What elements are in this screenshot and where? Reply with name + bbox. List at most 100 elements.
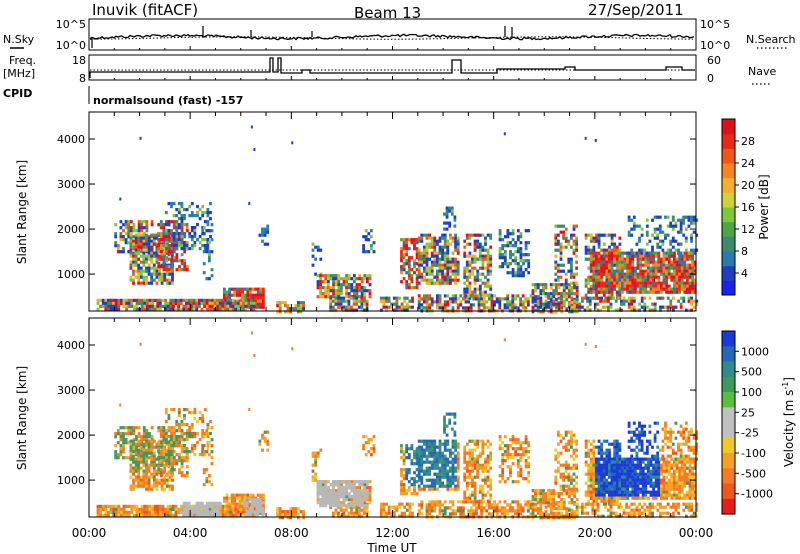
range-gate-cell bbox=[120, 298, 123, 302]
range-gate-cell bbox=[167, 444, 171, 448]
range-gate-cell bbox=[684, 239, 688, 243]
range-gate-cell bbox=[684, 215, 688, 219]
range-gate-cell bbox=[423, 487, 426, 491]
range-gate-cell bbox=[506, 265, 510, 269]
range-gate-cell bbox=[350, 511, 353, 515]
range-gate-cell bbox=[436, 303, 439, 307]
range-gate-cell bbox=[122, 441, 125, 445]
range-gate-cell bbox=[639, 254, 642, 258]
range-gate-cell bbox=[201, 435, 205, 439]
range-gate-cell bbox=[364, 238, 368, 242]
range-gate-cell bbox=[116, 432, 120, 436]
power-colorbar-label: Power [dB] bbox=[757, 174, 771, 239]
range-gate-cell bbox=[329, 302, 333, 306]
range-gate-cell bbox=[482, 509, 486, 513]
range-gate-cell bbox=[542, 289, 545, 293]
range-gate-cell bbox=[239, 504, 243, 508]
range-gate-cell bbox=[180, 447, 184, 451]
range-gate-cell bbox=[664, 305, 667, 309]
range-gate-cell bbox=[469, 306, 473, 310]
range-gate-cell bbox=[665, 278, 668, 282]
range-gate-cell bbox=[686, 290, 689, 294]
range-gate-cell bbox=[286, 510, 290, 514]
range-gate-cell bbox=[464, 300, 468, 304]
range-gate-cell bbox=[159, 459, 163, 463]
range-gate-cell bbox=[208, 307, 212, 311]
range-gate-cell bbox=[489, 451, 493, 455]
range-gate-cell bbox=[145, 269, 148, 273]
range-gate-cell bbox=[476, 454, 480, 458]
range-gate-cell bbox=[597, 245, 601, 249]
range-gate-cell bbox=[185, 432, 189, 436]
range-gate-cell bbox=[228, 502, 231, 506]
range-gate-cell bbox=[562, 286, 566, 290]
range-gate-cell bbox=[594, 305, 597, 309]
range-gate-cell bbox=[147, 269, 151, 273]
range-gate-cell bbox=[142, 233, 146, 237]
range-gate-cell bbox=[196, 238, 199, 242]
range-gate-cell bbox=[195, 301, 199, 305]
range-gate-cell bbox=[411, 502, 414, 506]
range-gate-cell bbox=[658, 224, 662, 228]
range-gate-cell bbox=[140, 435, 144, 439]
range-gate-cell bbox=[652, 269, 655, 273]
range-gate-cell bbox=[443, 415, 446, 419]
range-gate-cell bbox=[284, 304, 287, 308]
range-gate-cell bbox=[465, 469, 469, 473]
range-gate-cell bbox=[516, 274, 520, 278]
range-gate-cell bbox=[114, 244, 118, 248]
range-gate-cell bbox=[691, 266, 694, 270]
range-gate-cell bbox=[387, 508, 391, 512]
range-gate-cell bbox=[436, 306, 439, 310]
range-gate-cell bbox=[340, 283, 343, 287]
range-gate-cell bbox=[572, 272, 576, 276]
range-gate-cell bbox=[475, 500, 478, 504]
range-gate-cell bbox=[559, 263, 563, 267]
range-gate-cell bbox=[453, 218, 457, 222]
range-gate-cell bbox=[372, 250, 376, 254]
range-gate-cell bbox=[626, 266, 629, 270]
range-gate-cell bbox=[263, 439, 267, 443]
range-gate-cell bbox=[473, 487, 477, 491]
range-gate-cell bbox=[137, 248, 141, 252]
range-gate-cell bbox=[473, 490, 477, 494]
range-gate-cell bbox=[469, 500, 473, 504]
range-gate-cell bbox=[459, 509, 463, 513]
range-gate-cell bbox=[130, 507, 134, 511]
range-gate-cell bbox=[604, 299, 608, 303]
range-gate-cell bbox=[449, 260, 452, 264]
range-gate-cell bbox=[170, 450, 173, 454]
range-gate-cell bbox=[119, 453, 123, 457]
range-gate-cell bbox=[428, 281, 431, 285]
range-gate-cell bbox=[592, 275, 596, 279]
range-gate-cell bbox=[319, 280, 322, 284]
y-tick-label: 4000 bbox=[57, 133, 85, 146]
range-gate-cell bbox=[602, 284, 606, 288]
range-gate-cell bbox=[254, 302, 257, 306]
range-gate-cell bbox=[443, 500, 447, 504]
range-gate-cell bbox=[608, 269, 611, 273]
range-gate-cell bbox=[172, 298, 175, 302]
range-gate-cell bbox=[602, 281, 606, 285]
range-gate-cell bbox=[129, 463, 133, 467]
range-gate-cell bbox=[345, 274, 348, 278]
range-gate-cell bbox=[594, 302, 597, 306]
range-gate-cell bbox=[482, 500, 486, 504]
range-gate-cell bbox=[159, 471, 163, 475]
range-gate-cell bbox=[234, 513, 238, 517]
range-gate-cell bbox=[218, 507, 222, 511]
range-gate-cell bbox=[584, 136, 587, 140]
range-gate-cell bbox=[185, 435, 189, 439]
range-gate-cell bbox=[180, 214, 184, 218]
range-gate-cell bbox=[632, 224, 636, 228]
range-gate-cell bbox=[132, 472, 135, 476]
range-gate-cell bbox=[413, 241, 416, 245]
range-gate-cell bbox=[206, 241, 210, 245]
range-gate-cell bbox=[438, 251, 442, 255]
range-gate-cell bbox=[428, 297, 431, 301]
range-gate-cell bbox=[202, 250, 206, 254]
range-gate-cell bbox=[413, 471, 416, 475]
range-gate-cell bbox=[183, 447, 187, 451]
range-gate-cell bbox=[166, 510, 170, 514]
